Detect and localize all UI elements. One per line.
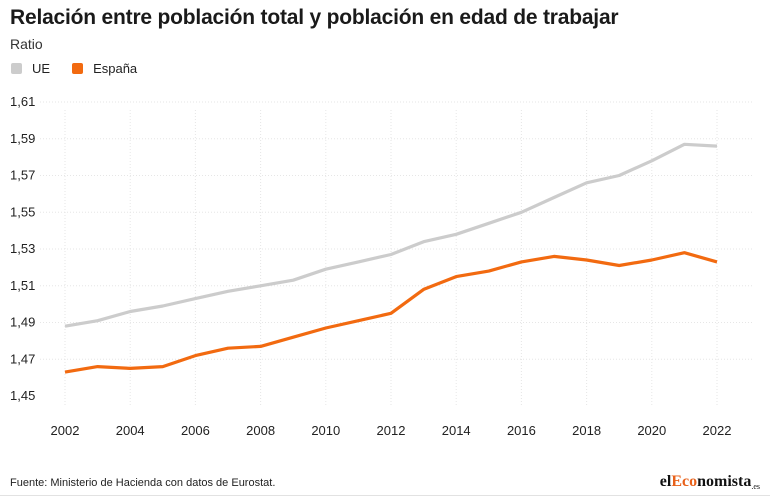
chart-title: Relación entre población total y poblaci… xyxy=(10,6,619,29)
brand-accent: Eco xyxy=(671,473,698,490)
legend: UE España xyxy=(11,61,159,76)
source-note: Fuente: Ministerio de Hacienda con datos… xyxy=(10,477,276,489)
legend-item-espana[interactable]: España xyxy=(72,61,137,76)
x-tick-label: 2004 xyxy=(116,423,145,438)
line-chart: 1,45 1,47 1,49 1,51 1,53 1,55 1,57 1,59 1,61 2002… xyxy=(10,94,752,438)
brand-suffix: .es xyxy=(751,482,760,491)
x-tick-label: 2022 xyxy=(703,423,732,438)
series-line-espana xyxy=(64,251,718,374)
x-tick-label: 2018 xyxy=(572,423,601,438)
x-tick-label: 2006 xyxy=(181,423,210,438)
brand-logo: elEconomista.es xyxy=(660,473,760,491)
y-tick-label: 1,49 xyxy=(10,315,35,330)
x-tick-label: 2002 xyxy=(51,423,80,438)
legend-swatch-ue xyxy=(11,63,22,74)
y-tick-label: 1,51 xyxy=(10,278,35,293)
brand-rest: nomista xyxy=(697,473,752,490)
bottom-divider xyxy=(0,495,770,496)
series-line-ue xyxy=(64,142,718,328)
x-tick-label: 2016 xyxy=(507,423,536,438)
y-tick-label: 1,53 xyxy=(10,241,35,256)
y-tick-label: 1,57 xyxy=(10,168,35,183)
x-tick-label: 2020 xyxy=(637,423,666,438)
legend-item-ue[interactable]: UE xyxy=(11,61,50,76)
chart-subtitle: Ratio xyxy=(10,36,43,52)
legend-swatch-espana xyxy=(72,63,84,74)
legend-label-espana: España xyxy=(93,61,138,76)
y-tick-label: 1,55 xyxy=(10,204,35,219)
brand-prefix: el xyxy=(659,473,672,490)
x-tick-label: 2014 xyxy=(442,423,471,438)
x-tick-label: 2010 xyxy=(311,423,340,438)
x-tick-label: 2012 xyxy=(377,423,406,438)
y-tick-label: 1,59 xyxy=(10,131,35,146)
y-tick-label: 1,61 xyxy=(10,94,35,109)
legend-label-ue: UE xyxy=(32,61,51,76)
y-tick-label: 1,47 xyxy=(10,351,35,366)
x-tick-label: 2008 xyxy=(246,423,275,438)
y-tick-label: 1,45 xyxy=(10,388,35,403)
